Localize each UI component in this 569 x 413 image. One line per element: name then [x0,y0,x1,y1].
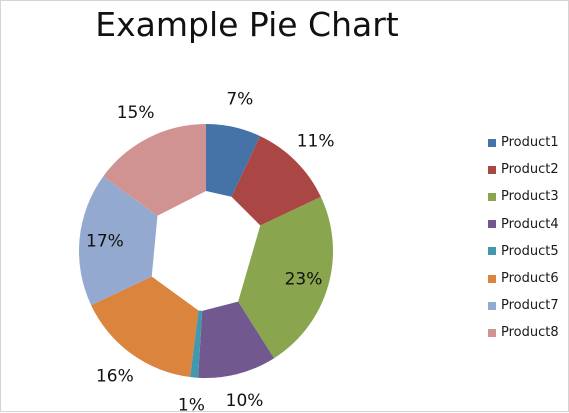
legend-label: Product8 [501,325,559,341]
legend-label: Product1 [501,135,559,151]
legend-label: Product6 [501,271,559,287]
pie-slice-product2 [231,136,321,226]
legend-swatch [488,274,496,283]
data-label-product5: 1% [178,395,205,413]
legend-item-product6: Product6 [488,265,568,292]
legend-label: Product2 [501,162,559,178]
legend-label: Product3 [501,189,559,205]
pie-slice-product3 [238,196,333,359]
pie-slice-product6 [91,276,199,377]
legend-swatch [488,192,496,201]
data-label-product2: 11% [297,131,335,151]
data-label-product1: 7% [226,90,253,110]
legend: Product1 Product2 Product3 Product4 Product5… [488,129,568,347]
legend-label: Product4 [501,216,559,232]
legend-item-product3: Product3 [488,183,568,210]
legend-swatch [488,165,496,174]
legend-item-product1: Product1 [488,129,568,156]
legend-swatch [488,301,496,310]
legend-swatch [488,138,496,147]
legend-swatch [488,328,496,337]
data-label-product7: 17% [86,231,124,251]
legend-item-product4: Product4 [488,211,568,238]
legend-item-product8: Product8 [488,319,568,346]
chart-title: Example Pie Chart [95,5,399,44]
legend-item-product5: Product5 [488,238,568,265]
legend-label: Product7 [501,298,559,314]
data-label-product6: 16% [96,366,134,386]
pie-slice-product7 [79,176,158,306]
legend-label: Product5 [501,243,559,259]
pie-slice-product1 [206,124,261,197]
data-label-product4: 10% [226,391,264,411]
legend-swatch [488,247,496,256]
pie-slice-product4 [198,301,275,379]
pie-slice-product8 [103,124,206,216]
legend-item-product7: Product7 [488,292,568,319]
data-label-product3: 23% [285,269,323,289]
legend-swatch [488,220,496,229]
legend-item-product2: Product2 [488,156,568,183]
pie-slice-product5 [190,310,203,378]
data-label-product8: 15% [117,103,155,123]
